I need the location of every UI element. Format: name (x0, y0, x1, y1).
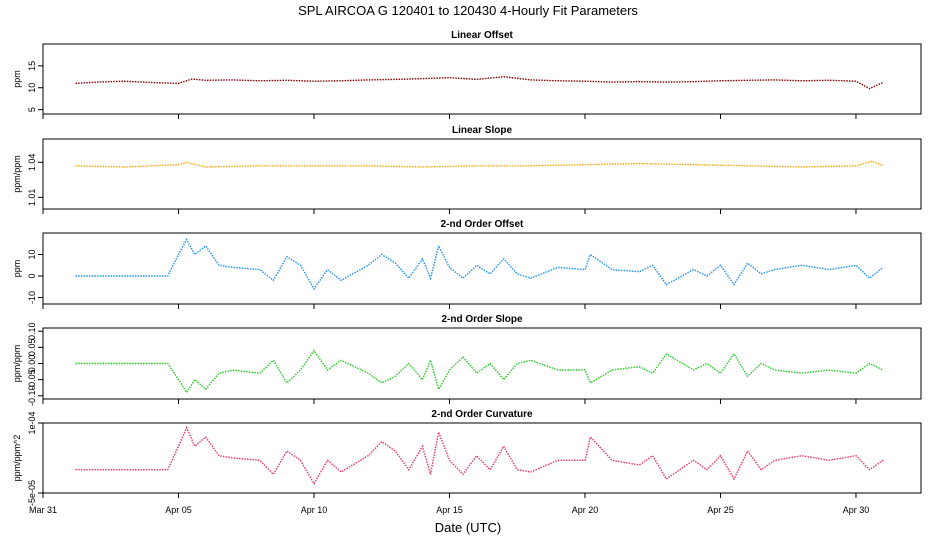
y-axis-label: ppm (12, 260, 22, 278)
x-axis: Mar 31 Apr 05 Apr 10 Apr 15 Apr 20 Apr 25 Apr … (29, 505, 869, 515)
y-tick-label: 1.04 (27, 154, 37, 172)
panel-title: Linear Offset (451, 30, 513, 41)
panel-frame (42, 422, 922, 494)
series-line (75, 238, 884, 291)
x-tick-label: Apr 10 (301, 505, 328, 515)
x-tick-label: Apr 25 (707, 505, 734, 515)
y-tick-label: 0 (27, 274, 37, 279)
panel-1: Linear Offset ppm 5 10 15 (12, 30, 922, 119)
panel-2: Linear Slope ppm/ppm 1.01 1.04 (12, 125, 922, 214)
panel-5: 2-nd Order Curvature ppm/ppm^2 -5e-05 1e-04 (12, 409, 922, 506)
series-line (75, 160, 884, 168)
panel-title: 2-nd Order Curvature (431, 409, 533, 420)
y-tick-label: 10 (27, 250, 37, 260)
panel-title: Linear Slope (452, 125, 512, 136)
y-tick-label: 0.05 (27, 339, 37, 357)
x-tick-label: Apr 30 (843, 505, 870, 515)
y-tick-label: -10 (27, 291, 37, 304)
x-tick-label: Apr 15 (436, 505, 463, 515)
y-tick-label: 0.00 (27, 355, 37, 373)
x-axis-label: Date (UTC) (435, 520, 501, 535)
series-line (75, 76, 884, 90)
series-line (75, 349, 884, 394)
y-tick-label: 5 (27, 107, 37, 112)
figure-title: SPL AIRCOA G 120401 to 120430 4-Hourly F… (298, 3, 638, 18)
y-tick-label: 1.01 (27, 189, 37, 207)
x-tick-label: Apr 20 (572, 505, 599, 515)
panel-frame (42, 232, 922, 305)
y-axis-label: ppm/ppm (12, 155, 22, 193)
panels: Linear Offset ppm 5 10 15 Linear Slope ppm/ppm… (12, 30, 922, 506)
y-tick-label: 1e-04 (27, 411, 37, 434)
panel-4: 2-nd Order Slope ppm/ppm -0.10-0.050.000.0… (12, 314, 922, 407)
y-tick-label: -0.10 (27, 386, 37, 407)
y-tick-label: -0.05 (27, 369, 37, 390)
x-tick-label: Mar 31 (29, 505, 57, 515)
panel-frame (42, 43, 922, 115)
y-axis-label: ppm/ppm (12, 345, 22, 383)
y-tick-label: -5e-05 (27, 480, 37, 506)
panel-3: 2-nd Order Offset ppm -10 0 10 (12, 219, 922, 309)
y-tick-label: 10 (27, 83, 37, 93)
panel-frame (42, 138, 922, 210)
x-tick-label: Apr 05 (165, 505, 192, 515)
panel-title: 2-nd Order Slope (441, 314, 523, 325)
panel-title: 2-nd Order Offset (441, 219, 524, 230)
y-tick-label: 15 (27, 61, 37, 71)
y-axis-label: ppm (12, 70, 22, 88)
series-line (75, 425, 884, 486)
y-tick-label: 0.10 (27, 322, 37, 340)
y-axis-label: ppm/ppm^2 (12, 435, 22, 482)
panel-frame (42, 327, 922, 400)
